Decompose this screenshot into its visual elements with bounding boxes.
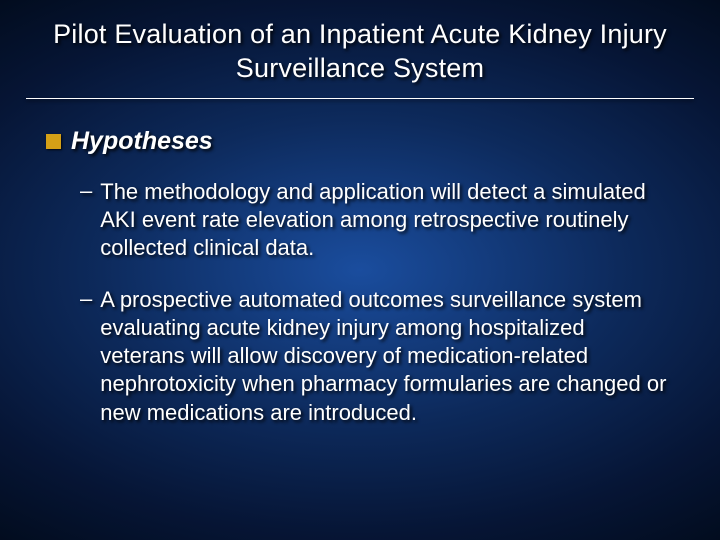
level1-item: Hypotheses	[46, 127, 684, 156]
dash-bullet-icon: –	[80, 286, 92, 312]
level2-item: – A prospective automated outcomes surve…	[80, 286, 684, 427]
content-area: Hypotheses – The methodology and applica…	[36, 127, 684, 451]
slide-title: Pilot Evaluation of an Inpatient Acute K…	[36, 18, 684, 86]
square-bullet-icon	[46, 134, 61, 149]
bullet-text: A prospective automated outcomes surveil…	[100, 286, 684, 427]
slide-container: Pilot Evaluation of an Inpatient Acute K…	[0, 0, 720, 540]
level2-item: – The methodology and application will d…	[80, 178, 684, 262]
title-divider	[26, 98, 694, 99]
dash-bullet-icon: –	[80, 178, 92, 204]
bullet-text: The methodology and application will det…	[100, 178, 684, 262]
section-heading: Hypotheses	[71, 127, 213, 156]
